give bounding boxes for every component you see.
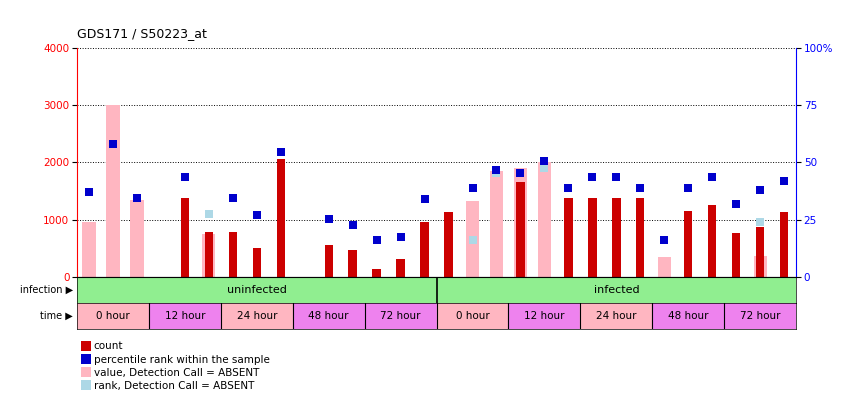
Bar bbox=[780, 212, 788, 277]
Bar bbox=[420, 221, 429, 277]
Text: uninfected: uninfected bbox=[227, 285, 287, 295]
Text: 24 hour: 24 hour bbox=[596, 311, 637, 321]
Text: 72 hour: 72 hour bbox=[740, 311, 781, 321]
Bar bbox=[348, 249, 357, 277]
Bar bbox=[324, 245, 333, 277]
Text: time ▶: time ▶ bbox=[40, 311, 73, 321]
Bar bbox=[205, 232, 213, 277]
Text: 12 hour: 12 hour bbox=[164, 311, 205, 321]
Bar bbox=[276, 160, 285, 277]
Bar bbox=[82, 222, 96, 277]
Text: 12 hour: 12 hour bbox=[524, 311, 565, 321]
Bar bbox=[221, 303, 293, 329]
Text: 48 hour: 48 hour bbox=[668, 311, 709, 321]
Bar bbox=[77, 303, 149, 329]
Bar bbox=[490, 171, 503, 277]
Bar bbox=[508, 303, 580, 329]
Bar bbox=[444, 212, 453, 277]
Bar bbox=[106, 105, 120, 277]
Bar bbox=[588, 198, 597, 277]
Bar bbox=[708, 205, 716, 277]
Bar bbox=[130, 200, 144, 277]
Bar bbox=[684, 211, 693, 277]
Text: 0 hour: 0 hour bbox=[96, 311, 130, 321]
Bar bbox=[229, 232, 237, 277]
Bar bbox=[77, 277, 437, 303]
Bar bbox=[396, 259, 405, 277]
Bar bbox=[466, 201, 479, 277]
Text: 72 hour: 72 hour bbox=[380, 311, 421, 321]
Bar bbox=[293, 303, 365, 329]
Bar bbox=[652, 303, 724, 329]
Bar bbox=[437, 277, 796, 303]
Bar bbox=[724, 303, 796, 329]
Bar bbox=[756, 227, 764, 277]
Bar bbox=[372, 269, 381, 277]
Bar bbox=[580, 303, 652, 329]
Bar bbox=[514, 168, 527, 277]
Bar bbox=[202, 234, 216, 277]
Bar bbox=[753, 256, 767, 277]
Bar bbox=[181, 198, 189, 277]
Bar bbox=[149, 303, 221, 329]
Bar bbox=[636, 198, 645, 277]
Bar bbox=[437, 303, 508, 329]
Bar bbox=[365, 303, 437, 329]
Bar bbox=[253, 249, 261, 277]
Legend: count, percentile rank within the sample, value, Detection Call = ABSENT, rank, : count, percentile rank within the sample… bbox=[82, 341, 270, 391]
Text: infection ▶: infection ▶ bbox=[20, 285, 73, 295]
Text: GDS171 / S50223_at: GDS171 / S50223_at bbox=[77, 27, 207, 40]
Text: 48 hour: 48 hour bbox=[308, 311, 349, 321]
Bar bbox=[732, 233, 740, 277]
Text: 0 hour: 0 hour bbox=[455, 311, 490, 321]
Bar bbox=[564, 198, 573, 277]
Bar bbox=[612, 198, 621, 277]
Bar bbox=[657, 257, 671, 277]
Text: 24 hour: 24 hour bbox=[236, 311, 277, 321]
Bar bbox=[538, 162, 551, 277]
Bar bbox=[516, 182, 525, 277]
Text: infected: infected bbox=[593, 285, 639, 295]
